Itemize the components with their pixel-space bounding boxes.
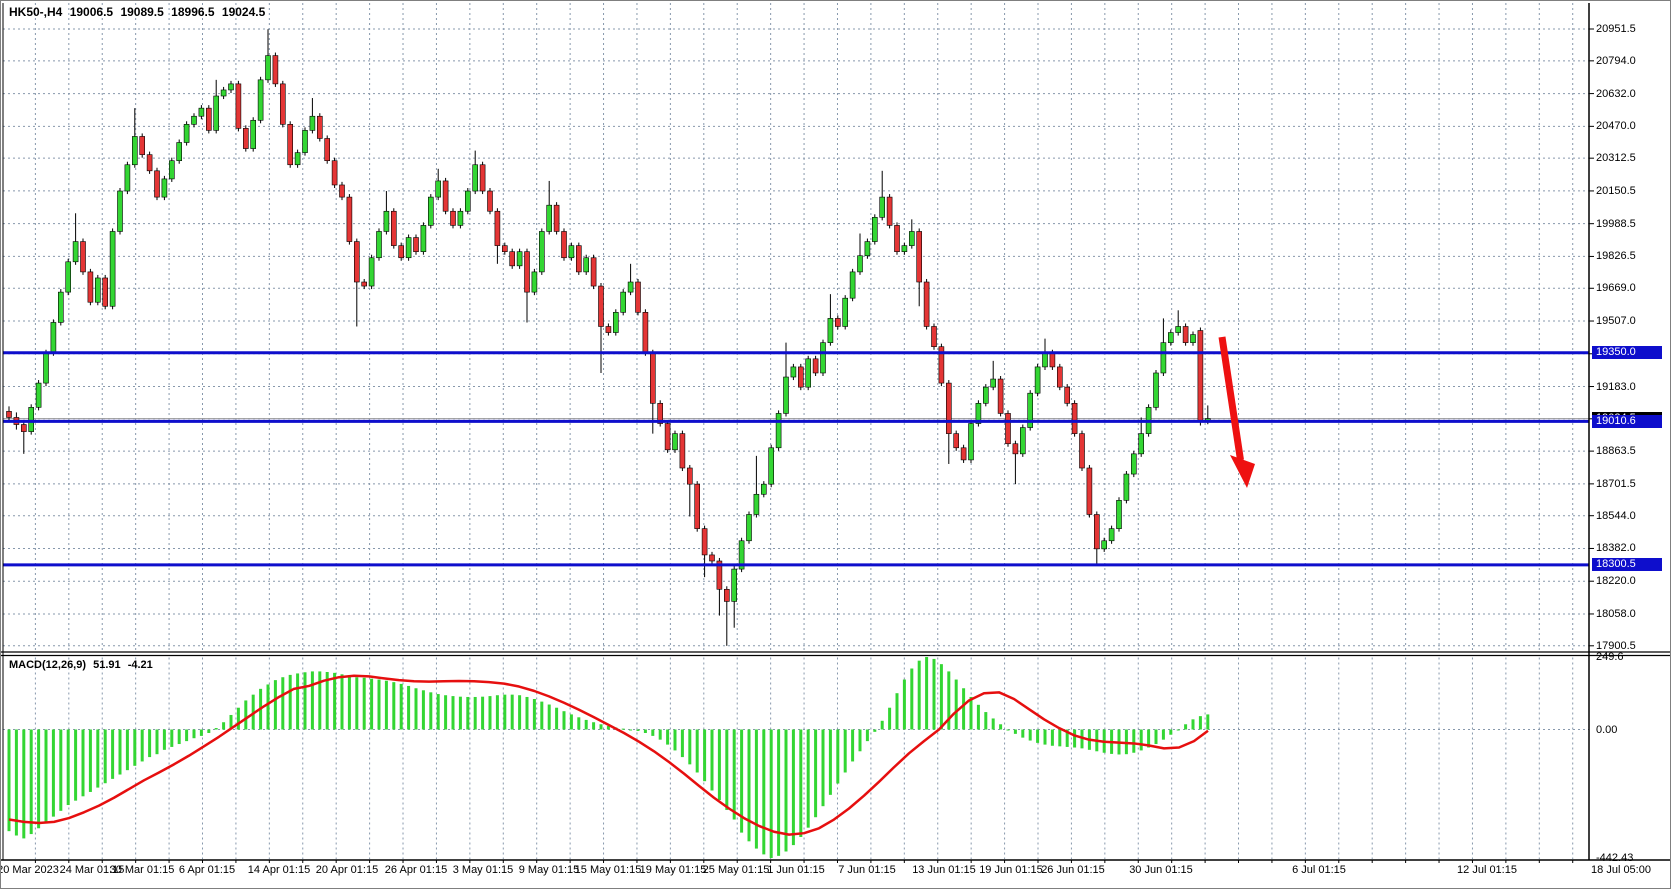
chart-title: HK50-,H4 19006.5 19089.5 18996.5 19024.5 — [9, 5, 269, 19]
time-axis-label: 7 Jun 01:15 — [838, 864, 896, 876]
symbol-period: HK50-,H4 — [9, 5, 63, 19]
time-axis-label: 26 Jun 01:15 — [1041, 864, 1105, 876]
time-axis-label: 25 May 01:15 — [702, 864, 770, 876]
time-axis-label: 24 Mar 01:15 — [59, 864, 125, 876]
macd-signal-line — [8, 674, 1209, 836]
time-axis-label: 13 Jun 01:15 — [912, 864, 976, 876]
macd-axis-label: -442.43 — [1596, 852, 1634, 864]
macd-main-value: 51.91 — [93, 659, 121, 671]
hline-price-tag[interactable]: 19350.0 — [1592, 346, 1662, 360]
price-axis-label: 20312.5 — [1596, 152, 1636, 165]
macd-indicator-label: MACD(12,26,9) 51.91 -4.21 — [9, 659, 157, 671]
macd-axis-label: 0.00 — [1596, 723, 1618, 736]
time-axis-label: 18 Jul 05:00 — [1591, 864, 1651, 876]
price-axis-label: 19988.5 — [1596, 217, 1636, 230]
price-axis-label: 18058.0 — [1596, 607, 1636, 620]
time-axis-label: 26 Apr 01:15 — [384, 864, 448, 876]
price-axis-label: 18220.0 — [1596, 575, 1636, 588]
candlestick-series — [6, 29, 1211, 646]
ohlc-close: 19024.5 — [221, 5, 266, 19]
price-axis-label: 20632.0 — [1596, 87, 1636, 100]
trend-arrow[interactable] — [1218, 336, 1255, 488]
time-axis-label: 19 May 01:15 — [639, 864, 707, 876]
time-axis-label: 19 Jun 01:15 — [979, 864, 1043, 876]
hline-price-tag[interactable]: 18300.5 — [1592, 558, 1662, 572]
ohlc-low: 18996.5 — [171, 5, 215, 19]
time-axis-label: 1 Jun 01:15 — [767, 864, 825, 876]
time-axis-label: 30 Mar 01:15 — [109, 864, 175, 876]
price-axis-label: 19826.5 — [1596, 250, 1636, 263]
ohlc-high: 19089.5 — [120, 5, 164, 19]
price-axis-label: 20951.5 — [1596, 23, 1636, 35]
price-axis-label: 20470.0 — [1596, 120, 1636, 133]
price-axis-label: 18544.0 — [1596, 509, 1636, 522]
time-axis-label: 6 Jul 01:15 — [1292, 864, 1346, 876]
price-axis-label: 20794.0 — [1596, 54, 1636, 67]
ohlc-open: 19006.5 — [69, 5, 114, 19]
time-axis-label: 30 Jun 01:15 — [1129, 864, 1193, 876]
price-axis-label: 20150.5 — [1596, 184, 1636, 197]
time-axis-label: 20 Apr 01:15 — [315, 864, 379, 876]
time-axis-label: 12 Jul 01:15 — [1457, 864, 1517, 876]
price-axis-label: 18701.5 — [1596, 477, 1636, 490]
price-axis-label: 18382.0 — [1596, 542, 1636, 555]
price-axis-label: 19507.0 — [1596, 315, 1636, 328]
price-axis-label: 19669.0 — [1596, 282, 1636, 295]
time-axis-label: 6 Apr 01:15 — [178, 864, 236, 876]
time-axis-label: 15 May 01:15 — [574, 864, 642, 876]
price-axis-label: 19183.0 — [1596, 380, 1636, 393]
macd-name: MACD(12,26,9) — [9, 659, 87, 671]
price-axis-label: 18863.5 — [1596, 445, 1636, 458]
price-axis-label: 17900.5 — [1596, 639, 1636, 652]
time-axis-label: 9 May 01:15 — [518, 864, 580, 876]
hline-price-tag[interactable]: 19010.6 — [1592, 414, 1662, 428]
macd-axis-label: 249.6 — [1596, 651, 1624, 663]
time-axis-label: 20 Mar 2023 — [0, 864, 59, 876]
time-axis-label: 14 Apr 01:15 — [247, 864, 311, 876]
macd-signal-value: -4.21 — [127, 659, 153, 671]
time-axis-label: 3 May 01:15 — [452, 864, 514, 876]
